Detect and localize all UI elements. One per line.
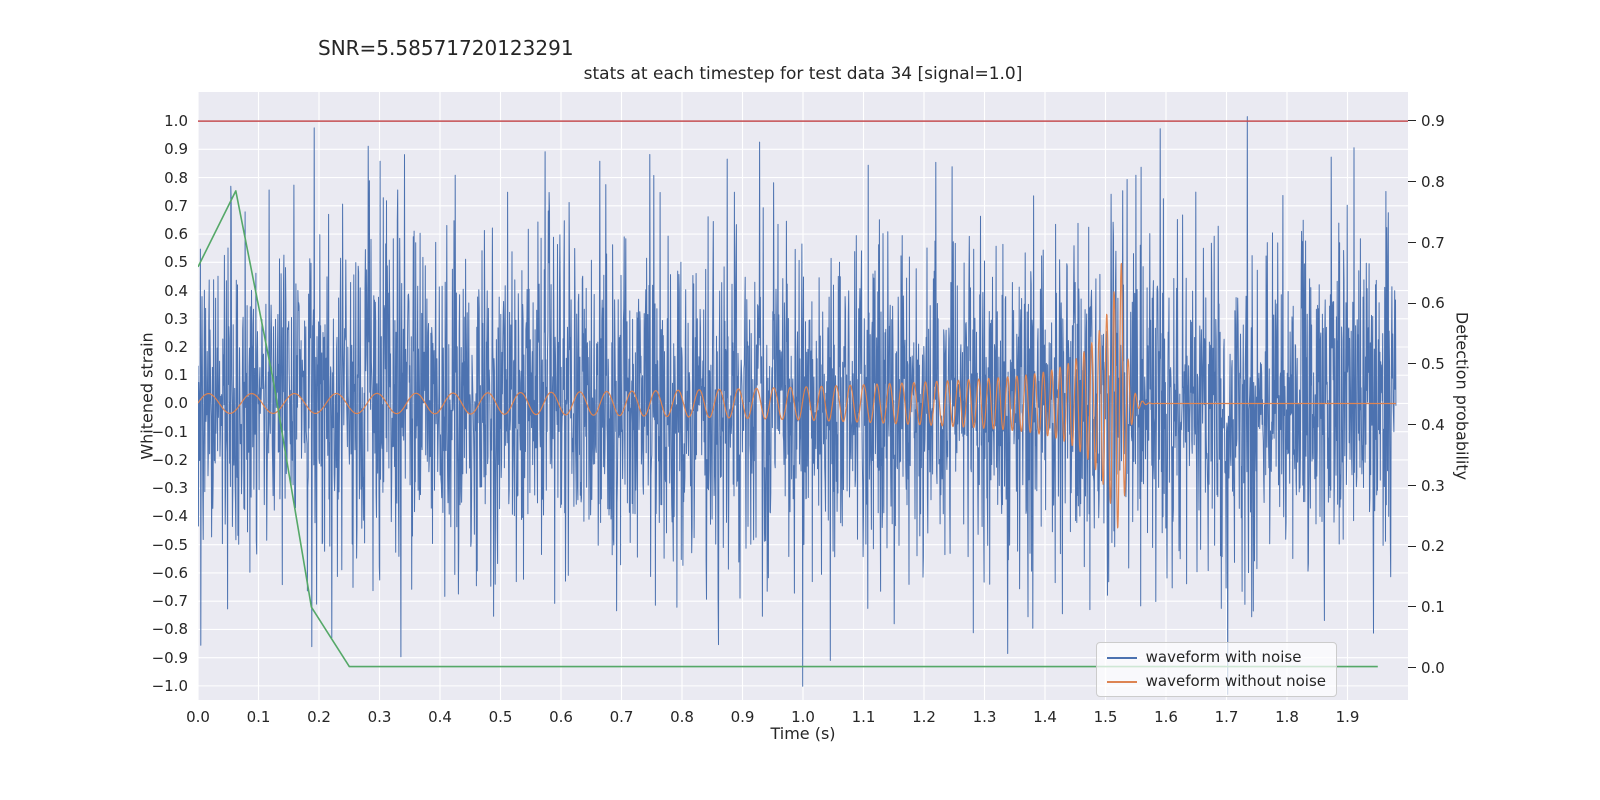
x-tick-label: 0.6 xyxy=(549,708,573,726)
y-left-tick-label: 0.2 xyxy=(164,338,188,356)
x-tick-label: 1.0 xyxy=(791,708,815,726)
y-right-tick-label: 0.3 xyxy=(1421,476,1445,495)
x-tick-label: 1.4 xyxy=(1033,708,1057,726)
y-right-tick-label: 0.5 xyxy=(1421,355,1445,374)
x-tick-label: 1.7 xyxy=(1214,708,1239,726)
y-left-tick-label: −1.0 xyxy=(151,676,188,695)
x-tick-label: 1.2 xyxy=(912,708,936,726)
legend: waveform with noise waveform without nois… xyxy=(1095,642,1337,697)
y-left-tick-label: 0.0 xyxy=(164,394,188,413)
x-tick-label: 1.1 xyxy=(851,708,876,726)
x-tick-label: 1.9 xyxy=(1335,708,1360,726)
x-axis-label: Time (s) xyxy=(770,724,836,743)
y-right-tick-mark xyxy=(1408,363,1416,365)
x-tick-label: 0.2 xyxy=(307,708,331,726)
legend-item: waveform with noise xyxy=(1106,648,1326,666)
y-left-tick-label: 0.1 xyxy=(164,366,188,385)
y-right-tick-mark xyxy=(1408,302,1416,304)
y-right-tick-label: 0.1 xyxy=(1421,598,1445,617)
snr-annotation: SNR=5.58571720123291 xyxy=(318,36,574,60)
y-right-tick-mark xyxy=(1408,667,1416,669)
x-tick-label: 0.3 xyxy=(367,708,392,726)
y-left-tick-label: −0.4 xyxy=(151,507,188,526)
y-right-tick-label: 0.8 xyxy=(1421,172,1445,191)
y-right-tick-mark xyxy=(1408,484,1416,486)
y-left-tick-label: −0.7 xyxy=(151,592,188,611)
x-tick-label: 0.1 xyxy=(246,708,271,726)
y-left-tick-label: 0.4 xyxy=(164,281,188,300)
legend-label: waveform with noise xyxy=(1145,648,1302,666)
series-signal xyxy=(198,262,1397,529)
y-right-tick-mark xyxy=(1408,241,1416,243)
y-left-tick-label: −0.8 xyxy=(151,620,188,639)
y-left-tick-label: 0.5 xyxy=(164,253,188,272)
y-left-tick-label: 1.0 xyxy=(164,112,188,131)
chart-title: stats at each timestep for test data 34 … xyxy=(583,64,1023,84)
y-left-tick-label: 0.3 xyxy=(164,309,188,328)
legend-label: waveform without noise xyxy=(1145,672,1326,690)
right-y-axis-label: Detection probability xyxy=(1452,311,1472,481)
x-tick-label: 0.0 xyxy=(186,708,210,726)
x-tick-label: 0.8 xyxy=(670,708,694,726)
y-right-tick-label: 0.2 xyxy=(1421,537,1445,556)
x-tick-label: 0.4 xyxy=(428,708,452,726)
legend-line-swatch xyxy=(1106,680,1137,683)
y-right-tick-mark xyxy=(1408,181,1416,183)
y-left-tick-label: −0.9 xyxy=(151,648,188,667)
plot-svg xyxy=(198,92,1408,700)
series-detection-probability xyxy=(198,190,1378,668)
y-left-tick-label: −0.3 xyxy=(151,479,188,498)
series-noise xyxy=(198,116,1397,695)
x-tick-label: 1.5 xyxy=(1093,708,1118,726)
x-tick-label: 1.3 xyxy=(972,708,997,726)
y-right-tick-label: 0.4 xyxy=(1421,415,1445,434)
y-left-tick-label: 0.6 xyxy=(164,225,188,244)
y-right-tick-label: 0.6 xyxy=(1421,294,1445,313)
y-left-tick-label: −0.1 xyxy=(151,422,188,441)
legend-line-swatch xyxy=(1106,656,1137,659)
y-left-tick-label: 0.8 xyxy=(164,168,188,187)
x-tick-label: 0.5 xyxy=(488,708,513,726)
x-tick-label: 1.6 xyxy=(1154,708,1178,726)
y-left-tick-label: 0.9 xyxy=(164,140,188,159)
y-right-tick-label: 0.7 xyxy=(1421,233,1445,252)
y-right-tick-label: 0.9 xyxy=(1421,112,1445,131)
x-tick-label: 0.7 xyxy=(609,708,634,726)
y-right-tick-mark xyxy=(1408,545,1416,547)
y-right-tick-label: 0.0 xyxy=(1421,658,1445,677)
y-right-tick-mark xyxy=(1408,120,1416,122)
y-right-tick-mark xyxy=(1408,424,1416,426)
y-left-tick-label: −0.5 xyxy=(151,535,188,554)
y-left-tick-label: −0.6 xyxy=(151,563,188,582)
x-tick-label: 0.9 xyxy=(730,708,755,726)
y-right-tick-mark xyxy=(1408,606,1416,608)
x-tick-label: 1.8 xyxy=(1275,708,1299,726)
legend-item: waveform without noise xyxy=(1106,672,1326,690)
y-left-tick-label: −0.2 xyxy=(151,450,188,469)
y-left-tick-label: 0.7 xyxy=(164,196,188,215)
plot-area: waveform with noise waveform without nois… xyxy=(198,92,1408,700)
